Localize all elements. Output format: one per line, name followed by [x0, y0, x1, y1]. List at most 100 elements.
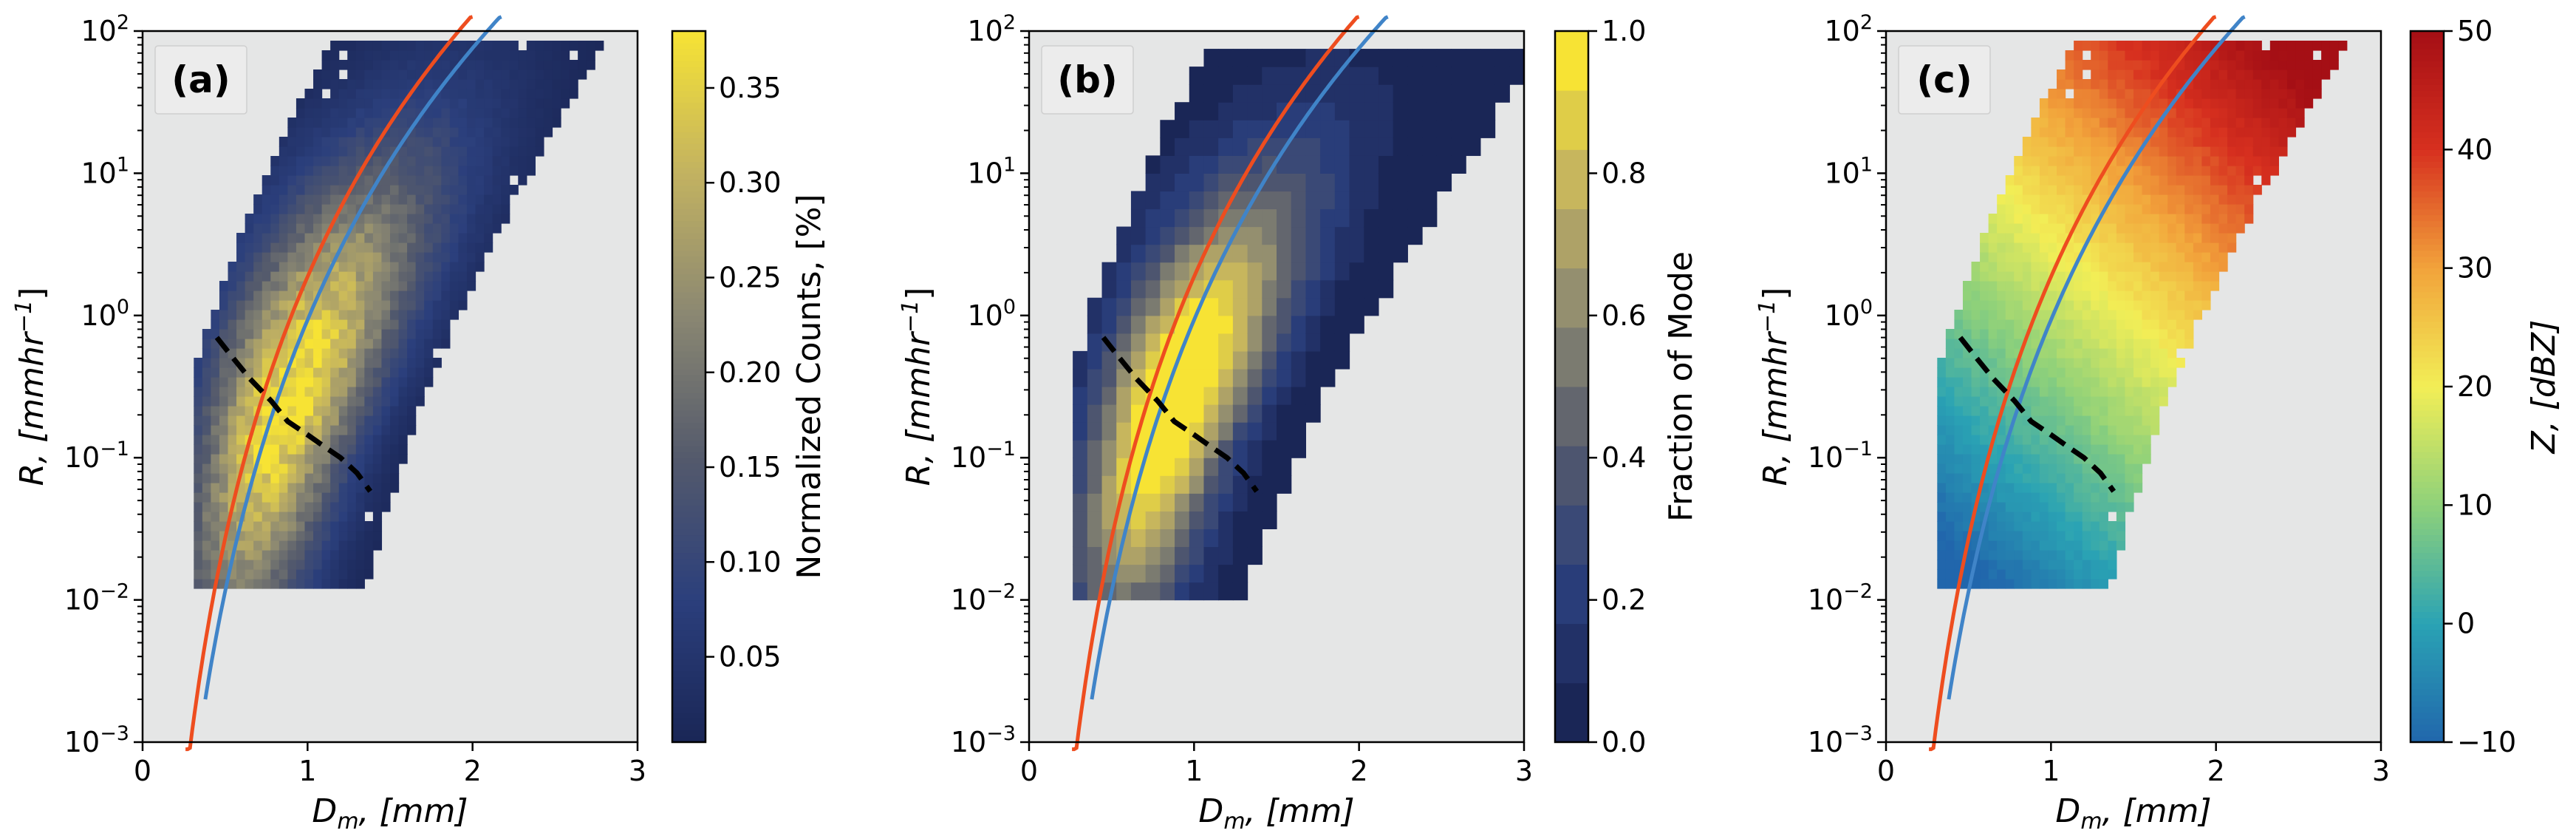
- heatmap-cell: [2125, 79, 2134, 89]
- heatmap-cell: [569, 69, 578, 80]
- heatmap-cell: [1997, 358, 2006, 368]
- heatmap-cell: [2201, 300, 2211, 310]
- heatmap-cell: [2091, 396, 2100, 407]
- heatmap-cell: [372, 358, 383, 368]
- heatmap-cell: [492, 98, 502, 109]
- heatmap-cell: [1175, 244, 1190, 263]
- heatmap-cell: [321, 108, 331, 118]
- heatmap-cell: [262, 579, 271, 589]
- heatmap-cell: [211, 550, 220, 560]
- heatmap-cell: [2091, 290, 2100, 301]
- heatmap-cell: [390, 454, 400, 464]
- heatmap-cell: [2039, 531, 2049, 541]
- heatmap-cell: [338, 415, 348, 426]
- heatmap-cell: [236, 281, 246, 291]
- heatmap-cell: [313, 521, 323, 531]
- heatmap-cell: [2125, 233, 2134, 243]
- heatmap-cell: [364, 108, 374, 118]
- heatmap-cell: [1262, 404, 1277, 423]
- heatmap-cell: [2218, 137, 2228, 147]
- heatmap-cell: [2133, 185, 2143, 195]
- heatmap-cell: [2159, 137, 2168, 147]
- heatmap-cell: [2193, 242, 2203, 253]
- heatmap-cell: [2014, 569, 2023, 580]
- heatmap-cell: [441, 252, 451, 262]
- heatmap-cell: [2125, 435, 2134, 445]
- heatmap-cell: [2116, 79, 2126, 89]
- heatmap-cell: [2074, 396, 2083, 407]
- heatmap-cell: [330, 281, 340, 291]
- heatmap-cell: [228, 348, 237, 358]
- heatmap-cell: [1247, 511, 1263, 529]
- heatmap-cell: [2014, 339, 2023, 349]
- heatmap-cell: [1232, 529, 1248, 548]
- heatmap-cell: [1218, 137, 1234, 156]
- heatmap-cell: [441, 329, 451, 339]
- heatmap-cell: [1291, 297, 1307, 316]
- heatmap-cell: [2082, 185, 2091, 195]
- heatmap-cell: [236, 415, 246, 426]
- heatmap-cell: [535, 146, 544, 157]
- heatmap-cell: [2176, 319, 2185, 330]
- heatmap-cell: [1334, 262, 1350, 281]
- heatmap-cell: [2099, 406, 2108, 416]
- colorbar-segment: [672, 617, 706, 625]
- heatmap-cell: [2150, 214, 2160, 224]
- heatmap-cell: [2125, 310, 2134, 320]
- heatmap-cell: [475, 79, 485, 89]
- heatmap-cell: [398, 358, 408, 368]
- heatmap-cell: [2082, 329, 2091, 339]
- heatmap-cell: [1203, 102, 1219, 120]
- heatmap-cell: [407, 98, 417, 109]
- heatmap-cell: [2184, 50, 2194, 61]
- heatmap-cell: [441, 194, 451, 205]
- heatmap-cell: [1334, 84, 1350, 103]
- colorbar-segment: [672, 143, 706, 150]
- heatmap-cell: [509, 69, 519, 80]
- heatmap-cell: [355, 502, 365, 512]
- heatmap-cell: [330, 512, 340, 522]
- heatmap-cell: [2099, 271, 2108, 282]
- heatmap-cell: [441, 233, 451, 243]
- heatmap-cell: [552, 50, 561, 61]
- heatmap-cell: [270, 512, 280, 522]
- heatmap-cell: [304, 339, 314, 349]
- heatmap-cell: [245, 406, 254, 416]
- heatmap-cell: [347, 367, 357, 378]
- heatmap-cell: [2065, 415, 2074, 426]
- heatmap-cell: [330, 435, 340, 445]
- colorbar-segment: [2411, 611, 2444, 619]
- heatmap-cell: [2091, 406, 2100, 416]
- colorbar-segment: [672, 208, 706, 216]
- heatmap-cell: [552, 89, 561, 99]
- heatmap-cell: [219, 512, 229, 522]
- heatmap-cell: [2074, 502, 2083, 512]
- colorbar-segment: [2411, 452, 2444, 458]
- heatmap-cell: [372, 223, 383, 234]
- heatmap-cell: [2099, 108, 2108, 118]
- heatmap-cell: [415, 98, 425, 109]
- heatmap-cell: [1980, 444, 1989, 455]
- heatmap-cell: [1130, 546, 1147, 565]
- heatmap-cell: [236, 406, 246, 416]
- heatmap-cell: [1247, 546, 1263, 565]
- heatmap-cell: [1101, 350, 1117, 370]
- heatmap-cell: [1988, 406, 1998, 416]
- blue-fit-curve: [1090, 15, 1389, 700]
- heatmap-cell: [295, 435, 306, 445]
- heatmap-cell: [2244, 194, 2254, 205]
- heatmap-cell: [1116, 440, 1132, 458]
- colorbar-segment: [2411, 291, 2444, 299]
- heatmap-cell: [2082, 569, 2091, 580]
- heatmap-cell: [1189, 84, 1205, 103]
- heatmap-cell: [2193, 50, 2203, 61]
- heatmap-cell: [381, 435, 391, 445]
- heatmap-cell: [2039, 262, 2049, 272]
- heatmap-cell: [330, 69, 340, 80]
- heatmap-cell: [372, 435, 383, 445]
- heatmap-cell: [475, 118, 485, 128]
- heatmap-cell: [287, 473, 297, 483]
- heatmap-cell: [398, 454, 408, 464]
- heatmap-cell: [287, 387, 297, 397]
- heatmap-cell: [279, 463, 288, 474]
